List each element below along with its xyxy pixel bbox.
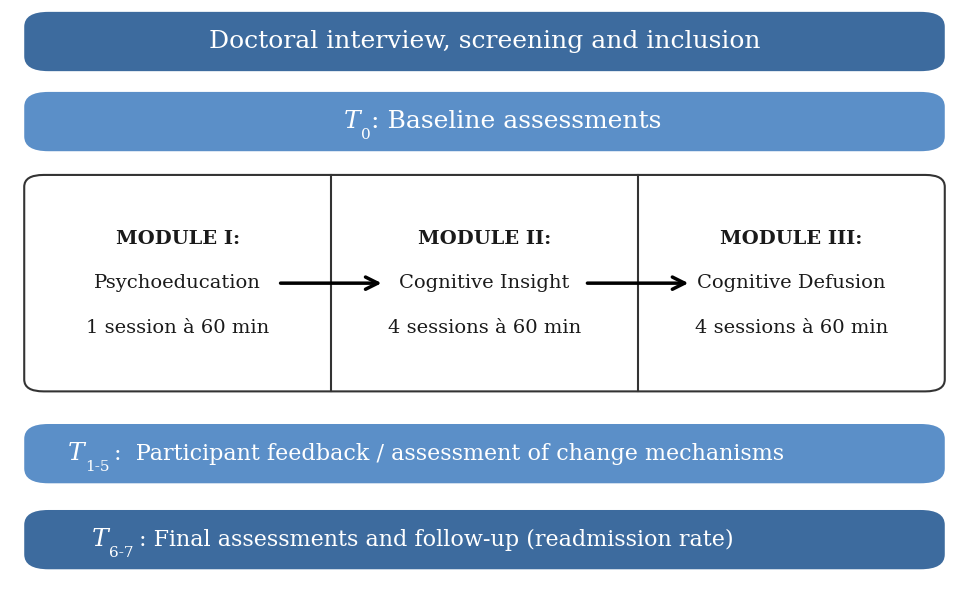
Text: T: T <box>68 442 84 465</box>
Text: :  Participant feedback / assessment of change mechanisms: : Participant feedback / assessment of c… <box>114 442 785 465</box>
FancyBboxPatch shape <box>24 510 945 569</box>
Text: 6-7: 6-7 <box>109 546 134 560</box>
Text: Cognitive Defusion: Cognitive Defusion <box>697 274 886 292</box>
Text: MODULE II:: MODULE II: <box>418 229 551 248</box>
Text: : Final assessments and follow-up (readmission rate): : Final assessments and follow-up (readm… <box>139 528 734 551</box>
Text: Doctoral interview, screening and inclusion: Doctoral interview, screening and inclus… <box>208 30 761 53</box>
Text: 4 sessions à 60 min: 4 sessions à 60 min <box>695 318 888 337</box>
FancyBboxPatch shape <box>24 12 945 71</box>
Text: Cognitive Insight: Cognitive Insight <box>399 274 570 292</box>
Text: T: T <box>344 110 360 133</box>
Text: 0: 0 <box>361 127 371 142</box>
Text: 1-5: 1-5 <box>85 460 109 474</box>
FancyBboxPatch shape <box>24 175 945 391</box>
Text: 4 sessions à 60 min: 4 sessions à 60 min <box>388 318 581 337</box>
Text: T: T <box>92 528 109 551</box>
Text: MODULE I:: MODULE I: <box>115 229 239 248</box>
FancyBboxPatch shape <box>24 92 945 151</box>
FancyBboxPatch shape <box>24 424 945 483</box>
Text: MODULE III:: MODULE III: <box>720 229 862 248</box>
Text: : Baseline assessments: : Baseline assessments <box>371 110 662 133</box>
Text: Psychoeducation: Psychoeducation <box>94 274 261 292</box>
Text: 1 session à 60 min: 1 session à 60 min <box>86 318 269 337</box>
